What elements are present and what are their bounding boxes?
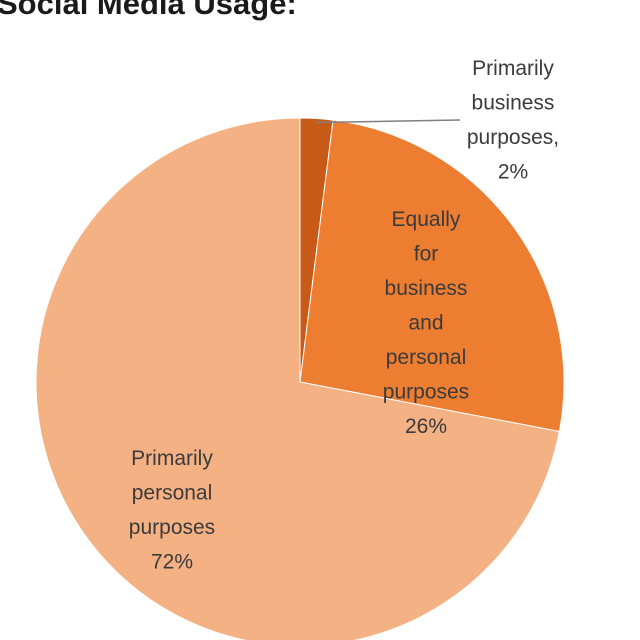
slice-label-2-line-7: 26%: [405, 415, 447, 438]
leader-lines: [316, 119, 461, 124]
chart-title: Social Media Usage:: [0, 0, 297, 21]
slice-label-2-line-5: personal: [386, 346, 467, 369]
slice-label-2-line-4: and: [408, 312, 443, 335]
slice-label-2-line-6: purposes: [383, 381, 469, 404]
pie-slices: [35, 117, 565, 640]
slice-label-1-line-1: Primarily: [472, 57, 554, 80]
slice-label-3-line-2: personal: [132, 482, 213, 505]
slice-label-1-line-2: business: [472, 92, 555, 115]
slice-labels: Primarily business purposes, 2% Equally for bu…: [129, 57, 559, 574]
pie-slice-2: [299, 119, 565, 433]
slice-label-3-line-3: purposes: [129, 516, 215, 539]
leader-line-1: [316, 119, 461, 124]
slice-label-3-line-4: 72%: [151, 551, 193, 574]
slice-label-2-line-1: Equally: [392, 208, 461, 231]
slice-label-3-line-1: Primarily: [131, 447, 213, 470]
pie-slice-3: [35, 117, 560, 640]
slice-label-2-line-2: for: [414, 243, 439, 266]
slice-label-1-line-3: purposes,: [467, 126, 559, 149]
slice-label-1-line-4: 2%: [498, 161, 528, 184]
slice-label-2-line-3: business: [385, 277, 468, 300]
